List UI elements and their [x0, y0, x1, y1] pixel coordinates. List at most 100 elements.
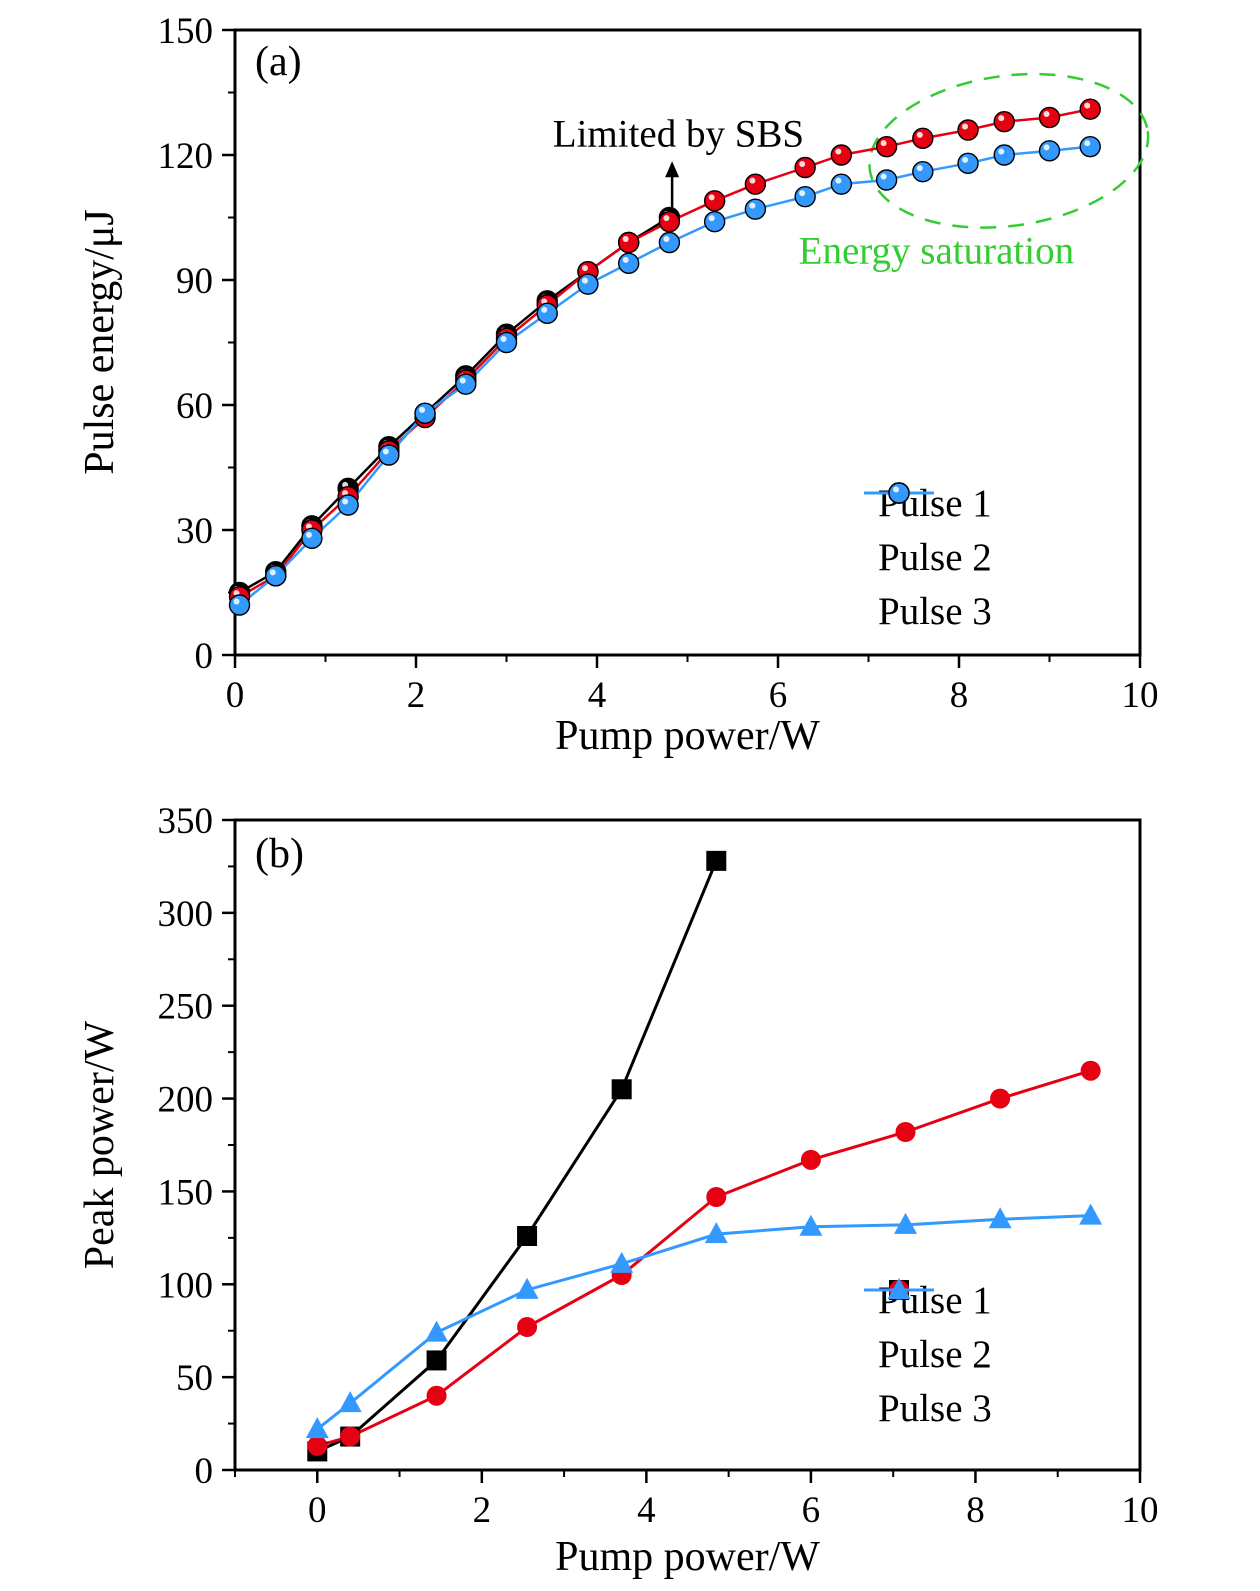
marker-highlight	[622, 236, 629, 242]
marker-highlight	[799, 161, 806, 167]
data-point-marker	[912, 127, 934, 150]
x-tick-label: 6	[802, 1490, 821, 1531]
panel-a: 0 2 4 6 8 10 0 30 60 90 120 150 Limited by SBS Energy…	[0, 0, 1260, 795]
data-point-marker	[993, 110, 1015, 133]
data-point-marker	[703, 210, 726, 233]
panel-a-x-axis-title: Pump power/W	[555, 713, 820, 759]
data-point-marker	[658, 210, 681, 233]
panel-b-legend: Pulse 1 Pulse 2 Pulse 3	[862, 1273, 992, 1435]
marker-highlight	[233, 598, 240, 605]
panel-b: 0 2 4 6 8 10 0 50 100 150 200 250 300 350 (b) Peak po…	[0, 795, 1260, 1591]
marker-highlight	[1043, 144, 1050, 151]
data-point-marker	[338, 1391, 362, 1413]
marker-highlight	[459, 377, 466, 384]
data-point-marker	[830, 173, 853, 195]
marker-highlight	[708, 215, 715, 222]
panel-a-label: (a)	[255, 39, 302, 85]
series-line	[316, 1069, 1092, 1448]
legend-label: Pulse 2	[878, 535, 992, 579]
legend-item: Pulse 2	[862, 482, 992, 584]
series-line	[238, 107, 1091, 598]
y-tick-label: 60	[176, 386, 213, 427]
legend-marker	[887, 1278, 911, 1299]
data-point-marker	[704, 1222, 728, 1244]
y-tick-label: 250	[158, 987, 214, 1028]
data-point-marker	[957, 119, 979, 141]
marker-highlight	[419, 406, 426, 413]
legend-item: Pulse 3	[862, 482, 992, 638]
data-point-marker	[993, 144, 1015, 166]
data-point-marker	[305, 1417, 329, 1439]
legend-label: Pulse 2	[878, 1332, 992, 1376]
sbs-annotation: Limited by SBS	[553, 113, 804, 156]
x-tick-label: 2	[473, 1490, 492, 1531]
marker-highlight	[916, 131, 923, 138]
y-tick-label: 50	[176, 1358, 213, 1399]
x-tick-label: 8	[966, 1490, 985, 1531]
legend-item: Pulse 3	[862, 1278, 992, 1435]
x-tick-label: 10	[1122, 1490, 1159, 1531]
marker-highlight	[342, 498, 349, 505]
marker-highlight	[916, 165, 923, 172]
data-point-marker	[990, 1088, 1011, 1109]
marker-highlight	[893, 486, 899, 493]
data-point-marker	[617, 231, 640, 254]
data-point-marker	[800, 1149, 821, 1170]
x-tick-label: 0	[308, 1490, 327, 1531]
panel-b-y-axis-title: Peak power/W	[77, 1020, 123, 1270]
data-point-marker	[577, 273, 599, 295]
data-point-marker	[875, 169, 898, 191]
y-tick-label: 0	[195, 1451, 214, 1492]
data-point-marker	[301, 527, 323, 550]
data-point-marker	[307, 1435, 328, 1456]
series-line	[238, 145, 1091, 606]
data-point-marker	[895, 1122, 916, 1142]
data-point-marker	[536, 302, 558, 325]
data-point-marker	[611, 1079, 632, 1100]
data-point-marker	[337, 494, 359, 516]
data-point-marker	[455, 373, 477, 395]
y-tick-label: 100	[158, 1265, 214, 1306]
marker-highlight	[541, 306, 548, 313]
series-line	[316, 860, 718, 1453]
marker-highlight	[962, 156, 969, 163]
legend-marker	[888, 482, 910, 504]
series-line	[316, 1214, 1091, 1431]
data-point-marker	[495, 331, 518, 354]
y-tick-label: 350	[158, 801, 214, 842]
marker-highlight	[269, 569, 276, 576]
x-tick-label: 0	[226, 675, 245, 716]
data-point-marker	[1079, 98, 1101, 120]
x-tick-label: 4	[588, 675, 607, 716]
data-point-marker	[1038, 106, 1061, 129]
y-tick-label: 300	[158, 894, 214, 935]
y-tick-label: 150	[158, 1172, 214, 1213]
marker-highlight	[581, 265, 588, 272]
marker-highlight	[663, 236, 670, 242]
data-point-marker	[799, 1214, 823, 1236]
x-tick-label: 2	[407, 675, 426, 716]
marker-highlight	[880, 173, 887, 180]
legend-marker-icon	[864, 482, 934, 504]
marker-highlight	[1043, 111, 1050, 117]
data-point-marker	[706, 1187, 727, 1207]
data-point-marker	[1080, 1060, 1101, 1081]
data-point-marker	[517, 1317, 538, 1337]
data-point-marker	[1038, 140, 1061, 162]
marker-highlight	[799, 190, 806, 197]
data-point-marker	[340, 1426, 361, 1447]
data-point-marker	[830, 144, 853, 166]
x-tick-label: 8	[950, 675, 969, 716]
data-point-marker	[744, 198, 767, 220]
data-point-marker	[794, 156, 816, 179]
legend-item: Pulse 2	[862, 1280, 992, 1381]
marker-highlight	[962, 123, 969, 130]
data-point-marker	[617, 252, 640, 275]
marker-highlight	[500, 336, 507, 342]
x-tick-label: 6	[769, 675, 788, 716]
x-tick-label: 10	[1122, 675, 1159, 716]
legend-label: Pulse 3	[878, 1386, 992, 1430]
panel-b-label: (b)	[255, 831, 304, 877]
